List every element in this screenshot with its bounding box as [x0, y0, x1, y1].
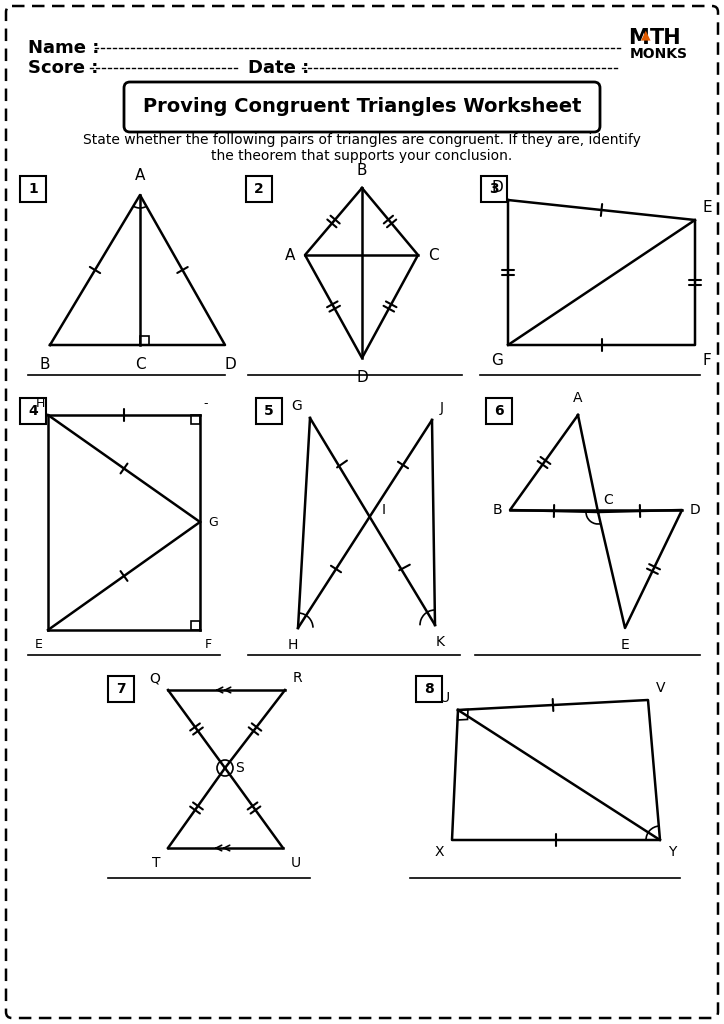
Text: F: F: [205, 638, 212, 651]
Text: D: D: [356, 370, 368, 385]
Text: G: G: [491, 353, 503, 368]
Text: E: E: [620, 638, 629, 652]
Text: E: E: [703, 200, 712, 215]
Text: 8: 8: [424, 682, 434, 696]
Text: H: H: [288, 638, 298, 652]
Text: D: D: [224, 357, 236, 372]
Text: 2: 2: [254, 182, 264, 196]
Text: Proving Congruent Triangles Worksheet: Proving Congruent Triangles Worksheet: [143, 97, 581, 117]
Text: 1: 1: [28, 182, 38, 196]
Text: G: G: [208, 515, 218, 528]
Text: A: A: [573, 391, 583, 406]
Text: C: C: [428, 248, 439, 262]
Text: TH: TH: [650, 28, 681, 48]
Text: C: C: [603, 493, 613, 507]
Text: R: R: [293, 671, 303, 685]
Text: V: V: [656, 681, 665, 695]
Text: Y: Y: [668, 845, 676, 859]
Text: U: U: [440, 691, 450, 705]
Text: the theorem that supports your conclusion.: the theorem that supports your conclusio…: [211, 150, 513, 163]
Text: S: S: [235, 761, 244, 775]
Text: T: T: [151, 856, 160, 870]
Text: A: A: [285, 248, 295, 262]
Text: MONKS: MONKS: [630, 47, 688, 61]
Text: 6: 6: [494, 404, 504, 418]
Text: A: A: [135, 168, 146, 183]
Text: E: E: [35, 638, 43, 651]
Text: D: D: [690, 503, 701, 517]
Text: D: D: [492, 180, 503, 195]
Text: I: I: [382, 503, 386, 517]
Text: State whether the following pairs of triangles are congruent. If they are, ident: State whether the following pairs of tri…: [83, 133, 641, 147]
Text: M: M: [628, 28, 649, 48]
Text: Name :: Name :: [28, 39, 99, 57]
Text: F: F: [703, 353, 712, 368]
Text: G: G: [291, 399, 302, 413]
Text: U: U: [291, 856, 301, 870]
Text: 5: 5: [264, 404, 274, 418]
Text: -: -: [203, 397, 208, 410]
Text: X: X: [434, 845, 444, 859]
Text: Score :: Score :: [28, 59, 98, 77]
Text: K: K: [436, 635, 445, 649]
Text: 3: 3: [489, 182, 499, 196]
Text: Date :: Date :: [248, 59, 309, 77]
Text: C: C: [135, 357, 146, 372]
Text: B: B: [40, 357, 50, 372]
Text: B: B: [357, 163, 367, 178]
Text: 4: 4: [28, 404, 38, 418]
Text: H: H: [35, 397, 45, 410]
Text: B: B: [492, 503, 502, 517]
Text: Q: Q: [149, 671, 160, 685]
Text: 7: 7: [116, 682, 126, 696]
Text: ▲: ▲: [641, 29, 651, 42]
Text: J: J: [440, 401, 444, 415]
